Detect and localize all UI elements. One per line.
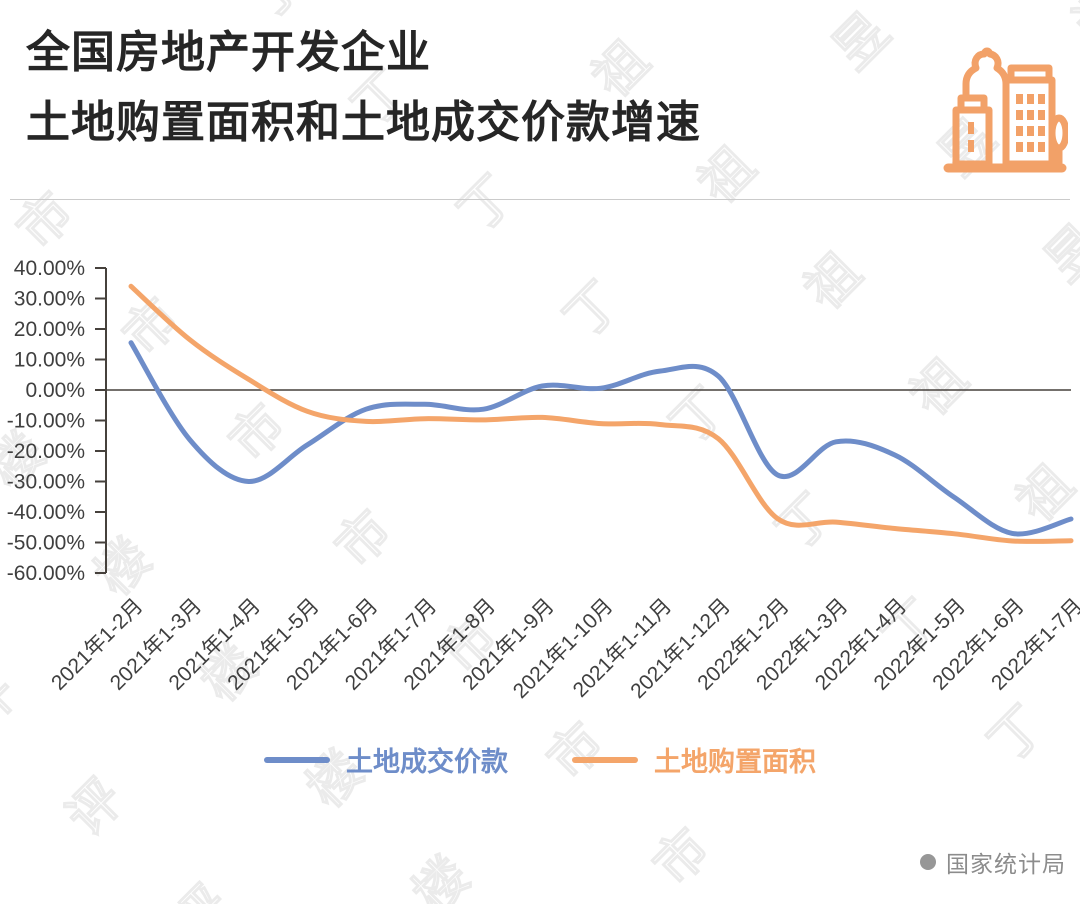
y-tick-label: -30.00% [7, 471, 85, 494]
building-window [1016, 110, 1023, 120]
building-window [1016, 142, 1023, 152]
legend-item-price: 土地成交价款 [264, 740, 508, 779]
source-note: 国家统计局 [920, 845, 1066, 879]
page-title-line2: 土地购置面积和土地成交价款增速 [26, 98, 701, 147]
building-window [1038, 126, 1045, 136]
y-tick-label: -20.00% [7, 440, 85, 463]
legend-label: 土地购置面积 [654, 747, 816, 777]
y-tick-label: 40.00% [14, 257, 85, 280]
building-window [1027, 142, 1034, 152]
y-tick-label: -60.00% [7, 562, 85, 585]
page-title: 全国房地产开发企业 土地购置面积和土地成交价款增速 [26, 18, 701, 158]
building-window [1016, 94, 1023, 104]
building-window [1027, 94, 1034, 104]
y-tick-label: 20.00% [14, 318, 85, 341]
left-tower-window [968, 122, 974, 134]
chart-legend: 土地成交价款 土地购置面积 [0, 740, 1080, 779]
dome-outline [962, 47, 1010, 102]
series-line-1 [128, 283, 1074, 544]
y-tick-label: 10.00% [14, 349, 85, 372]
y-tick-label: 0.00% [25, 379, 85, 402]
series-line-0 [128, 340, 1074, 537]
left-tower-body [952, 106, 993, 168]
source-label: 国家统计局 [946, 851, 1066, 877]
left-tower-window [968, 140, 974, 152]
buildings-icon [943, 47, 1068, 173]
building-window [1027, 126, 1034, 136]
building-window [1027, 110, 1034, 120]
y-tick-label: -40.00% [7, 501, 85, 524]
legend-swatch [572, 756, 638, 763]
legend-swatch [264, 756, 330, 763]
header-divider [10, 199, 1070, 200]
page-title-line1: 全国房地产开发企业 [26, 28, 431, 77]
y-tick-label: -10.00% [7, 410, 85, 433]
y-tick-label: -50.00% [7, 532, 85, 555]
line-chart: 40.00% 30.00% 20.00% 10.00% 0.00% -10.00% -20.… [7, 257, 1080, 703]
building-window [1038, 142, 1045, 152]
y-tick-label: 30.00% [14, 288, 85, 311]
source-dot-icon [920, 854, 936, 870]
building-window [1038, 110, 1045, 120]
legend-label: 土地成交价款 [346, 747, 508, 777]
right-building-windows [1016, 94, 1045, 152]
building-window [1038, 94, 1045, 104]
tree-leaf [1048, 114, 1068, 152]
legend-item-area: 土地购置面积 [572, 740, 816, 779]
building-window [1016, 126, 1023, 136]
